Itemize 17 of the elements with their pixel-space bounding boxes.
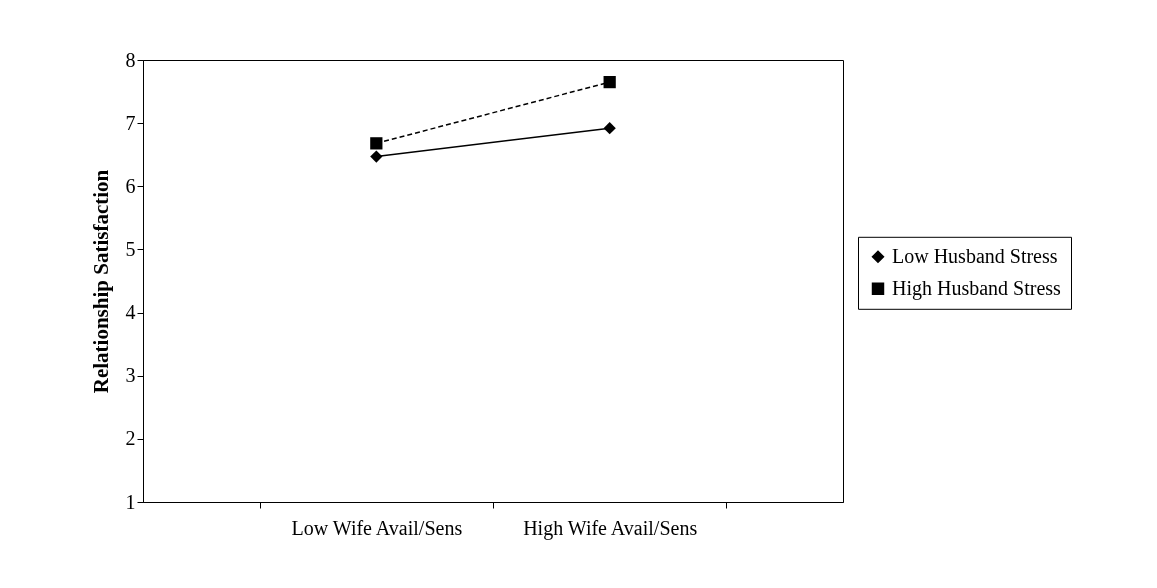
y-tick-label: 8 [125, 48, 136, 71]
y-tick-label: 3 [125, 364, 136, 387]
y-axis-title: Relationship Satisfaction [88, 169, 113, 394]
y-tick-label: 4 [125, 301, 136, 324]
y-tick-label: 7 [125, 111, 136, 134]
x-tick-label: Low Wife Avail/Sens [291, 516, 463, 539]
legend-label: High Husband Stress [892, 276, 1062, 300]
y-tick-label: 1 [125, 490, 136, 513]
legend-label: Low Husband Stress [892, 244, 1058, 267]
point [603, 75, 616, 89]
point [370, 137, 383, 150]
point [370, 150, 383, 163]
x-tick-label: High Wife Avail/Sens [523, 516, 698, 540]
point [603, 122, 616, 135]
y-tick-label: 2 [125, 427, 136, 450]
y-tick-label: 5 [125, 237, 136, 260]
y-tick-label: 6 [125, 174, 136, 197]
